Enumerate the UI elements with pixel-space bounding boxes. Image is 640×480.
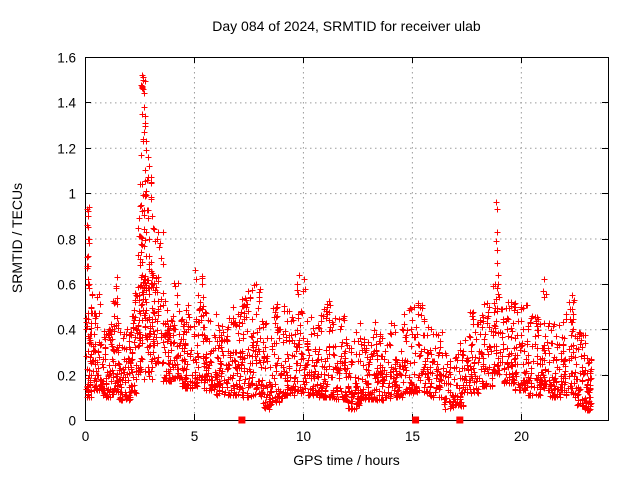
y-tick-label: 0.6 (57, 278, 76, 293)
y-tick-label: 0.4 (57, 323, 76, 338)
y-tick-label: 1.4 (57, 96, 76, 111)
y-tick-label: 1.6 (57, 51, 76, 66)
y-tick-label: 0 (68, 414, 76, 429)
y-tick-label: 0.8 (57, 233, 76, 248)
x-tick-label: 20 (514, 429, 529, 444)
y-tick-label: 1 (68, 187, 76, 202)
x-tick-label: 0 (82, 429, 90, 444)
x-axis-label: GPS time / hours (293, 452, 400, 468)
axis-square-marker (238, 416, 246, 424)
x-tick-label: 10 (296, 429, 311, 444)
x-tick-label: 5 (191, 429, 199, 444)
axis-square-marker (412, 416, 420, 424)
x-tick-label: 15 (405, 429, 420, 444)
y-tick-label: 1.2 (57, 142, 76, 157)
scatter-points (83, 72, 595, 414)
chart-title: Day 084 of 2024, SRMTID for receiver ula… (212, 18, 481, 34)
axis-square-marker (456, 416, 464, 424)
y-axis-label: SRMTID / TECUs (9, 182, 25, 294)
y-tick-label: 0.2 (57, 369, 76, 384)
